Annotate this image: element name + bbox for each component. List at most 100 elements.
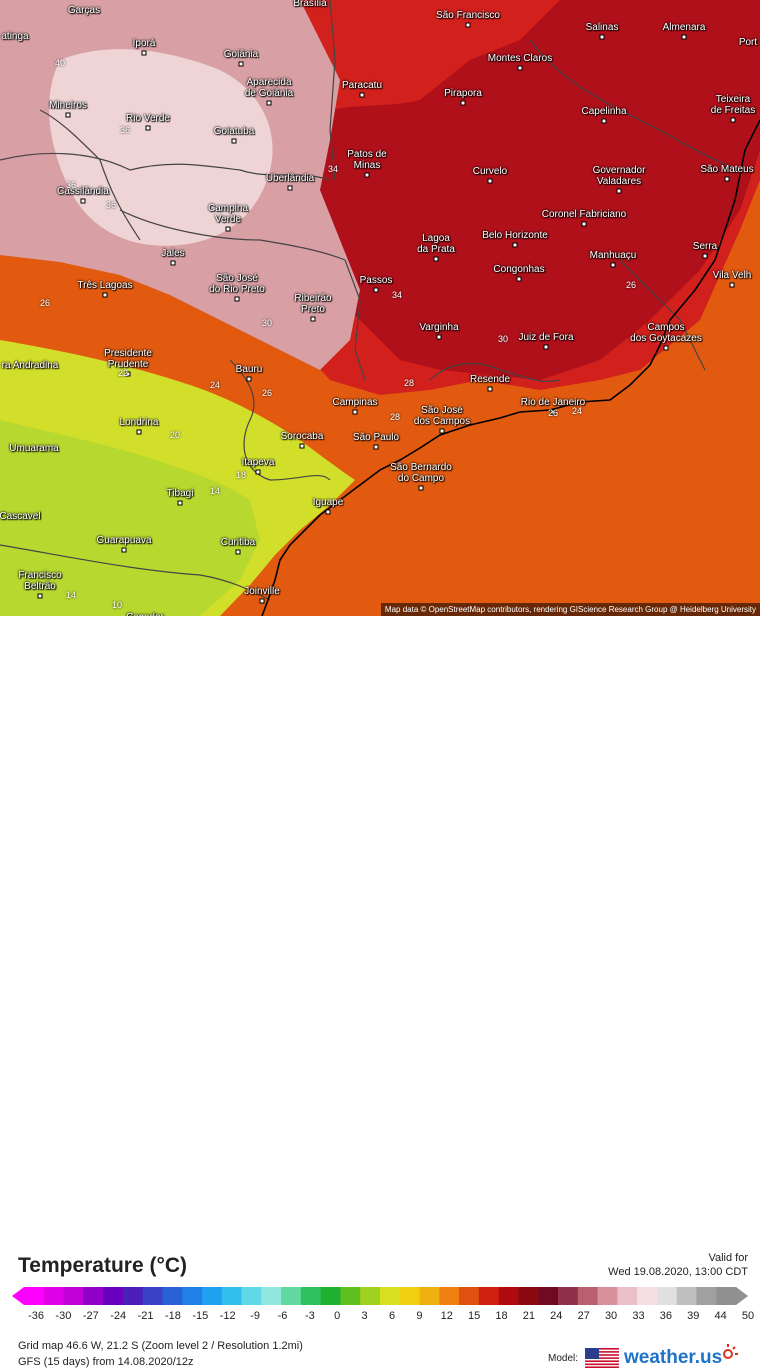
isotherm-label: 14 <box>66 590 77 600</box>
isotherm-label: 34 <box>328 164 339 174</box>
city-label: Cassilândia <box>57 186 109 197</box>
city-label: Iporá <box>132 38 156 49</box>
colorbar-tick-label: 9 <box>416 1310 423 1322</box>
temperature-map[interactable]: Garças Brasília São Francisco Salinas Almena… <box>0 0 760 616</box>
city-marker <box>141 50 147 56</box>
colorbar-swatch <box>399 1287 421 1305</box>
city-label: São Francisco <box>436 10 500 21</box>
city-label: Montes Claros <box>487 53 553 64</box>
colorbar-tick-label: 0 <box>334 1310 341 1322</box>
colorbar-swatch <box>538 1287 559 1305</box>
city-label: Francisco Beltrão <box>18 570 62 592</box>
colorbar-swatch <box>300 1287 322 1305</box>
temperature-colorbar <box>12 1287 748 1305</box>
city-marker <box>433 256 439 262</box>
city-marker <box>287 185 293 191</box>
colorbar-swatch <box>380 1287 401 1305</box>
city-marker <box>121 547 127 553</box>
sun-icon <box>723 1344 738 1359</box>
isotherm-label: 20 <box>170 430 181 440</box>
colorbar-tick-label: -15 <box>192 1310 209 1322</box>
city-label: Passos <box>359 275 393 286</box>
colorbar-swatch <box>221 1287 243 1305</box>
colorbar-swatch <box>637 1287 658 1305</box>
temperature-field <box>0 0 760 616</box>
colorbar-swatch <box>459 1287 480 1305</box>
colorbar-max-arrow <box>736 1287 748 1305</box>
city-label: Tibagi <box>166 488 194 499</box>
city-label: Coronel Fabriciano <box>541 209 627 220</box>
city-marker <box>439 428 445 434</box>
city-label: Curvelo <box>472 166 508 177</box>
city-label: Governador Valadares <box>592 165 646 187</box>
city-marker <box>730 117 736 123</box>
city-label: Campinas <box>332 397 378 408</box>
city-marker <box>255 469 261 475</box>
city-label: Londrina <box>119 417 159 428</box>
city-label: Mineiros <box>49 100 87 111</box>
colorbar-tick-label: -18 <box>164 1310 181 1322</box>
colorbar-tick-label: 44 <box>714 1310 727 1322</box>
colorbar-tick-label: -9 <box>250 1310 260 1322</box>
city-label: Presidente Prudente <box>104 348 152 370</box>
city-marker <box>373 444 379 450</box>
city-label: Rio Verde <box>126 113 170 124</box>
colorbar-tick-label: -36 <box>28 1310 44 1322</box>
city-label: Goiatuba <box>213 126 255 137</box>
colorbar-tick-label: -27 <box>82 1310 99 1322</box>
colorbar-tick-label: 39 <box>687 1310 700 1322</box>
colorbar-swatch <box>83 1287 104 1305</box>
city-label: Itapeva <box>241 457 275 468</box>
city-marker <box>516 276 522 282</box>
colorbar-tick-label: 6 <box>388 1310 396 1322</box>
city-label: Varginha <box>419 322 459 333</box>
city-marker <box>543 344 549 350</box>
city-marker <box>487 386 493 392</box>
brand-logo[interactable]: weather.us <box>624 1347 723 1368</box>
colorbar-swatch <box>597 1287 618 1305</box>
city-marker <box>225 226 231 232</box>
isotherm-label: 24 <box>572 406 583 416</box>
city-label: Curitiba <box>220 537 256 548</box>
city-label: Port <box>738 37 758 48</box>
us-flag-icon <box>585 1348 619 1368</box>
city-marker <box>235 549 241 555</box>
city-marker <box>599 34 605 40</box>
model-label: Model: <box>548 1353 579 1364</box>
colorbar-swatch <box>360 1287 381 1305</box>
city-label: Campina Verde <box>207 203 249 225</box>
city-label: Almenara <box>662 22 706 33</box>
colorbar-swatch <box>656 1287 678 1305</box>
map-attribution[interactable]: Map data © OpenStreetMap contributors, r… <box>380 603 760 616</box>
city-label: Jales <box>161 248 185 259</box>
city-label: Brasília <box>293 0 327 9</box>
city-marker <box>724 176 730 182</box>
isotherm-label: 14 <box>210 486 221 496</box>
isotherm-label: 30 <box>262 318 273 328</box>
colorbar-swatch <box>498 1287 519 1305</box>
colorbar-tick-label: 15 <box>468 1310 481 1322</box>
colorbar-swatch <box>676 1287 697 1305</box>
isotherm-label: 36 <box>106 200 117 210</box>
colorbar-min-arrow <box>12 1287 24 1305</box>
isotherm-label: 26 <box>548 408 559 418</box>
city-label: Umuarama <box>9 443 59 454</box>
city-label: Aparecida de Goiânia <box>244 77 294 99</box>
colorbar-tick-label: -24 <box>110 1310 127 1322</box>
isotherm-label: 10 <box>112 600 123 610</box>
valid-time: Wed 19.08.2020, 13:00 CDT <box>608 1266 748 1278</box>
isotherm-label: 28 <box>390 412 401 422</box>
city-label: Joinville <box>244 586 280 597</box>
colorbar-swatch <box>340 1287 361 1305</box>
city-marker <box>37 593 43 599</box>
city-label: Patos de Minas <box>347 149 387 171</box>
grid-info: Grid map 46.6 W, 21.2 S (Zoom level 2 / … <box>18 1340 303 1352</box>
city-label: Capelinha <box>581 106 627 117</box>
isotherm-label: 26 <box>262 388 273 398</box>
city-marker <box>436 334 442 340</box>
city-label: Salinas <box>585 22 619 33</box>
city-marker <box>145 125 151 131</box>
isotherm-label: 34 <box>392 290 403 300</box>
colorbar-tick-label: 21 <box>522 1310 536 1322</box>
city-marker <box>487 178 493 184</box>
